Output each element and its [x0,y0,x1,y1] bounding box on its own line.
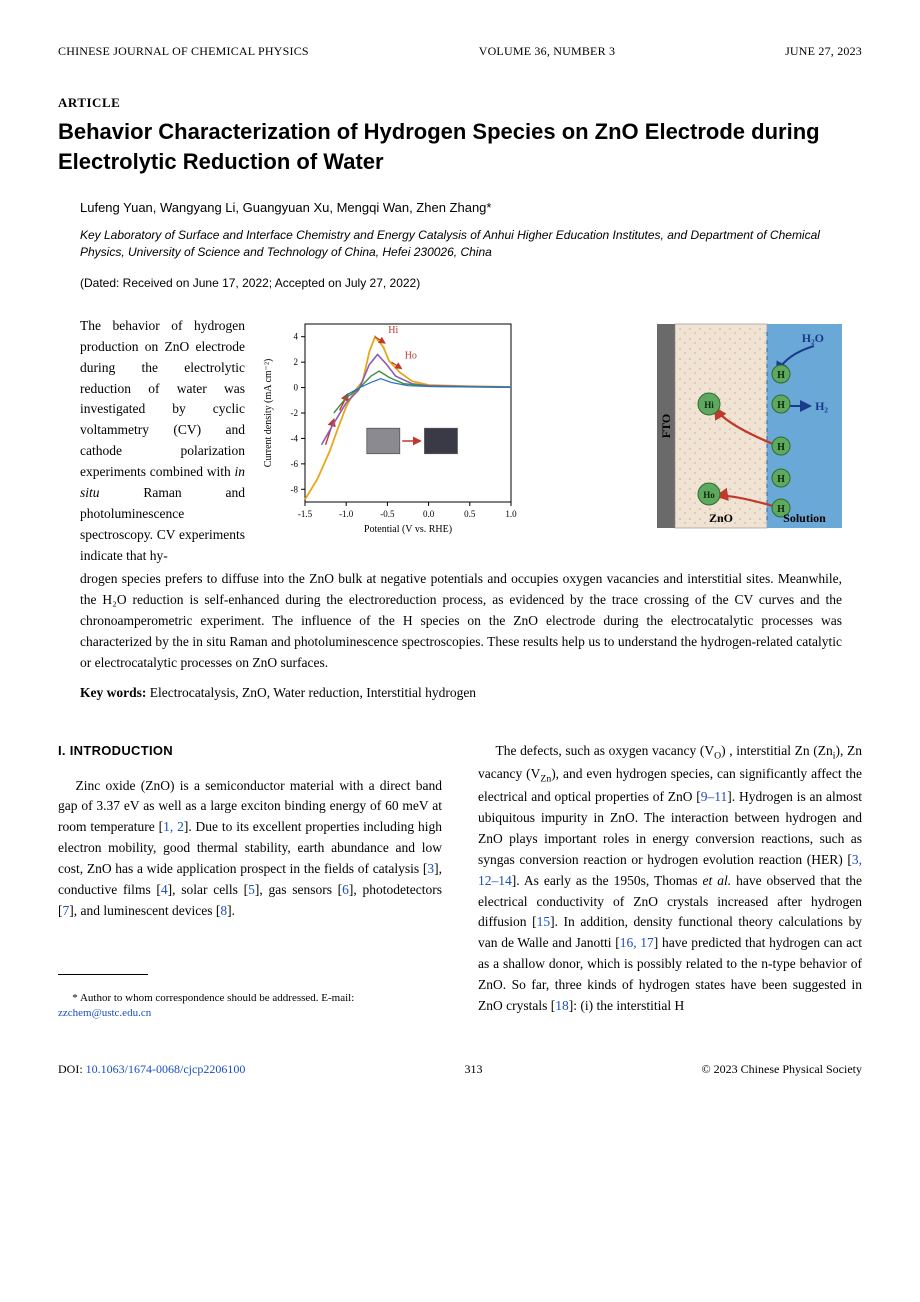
svg-text:-6: -6 [291,459,299,469]
svg-text:H: H [777,370,785,381]
svg-text:2: 2 [294,357,299,367]
page-number: 313 [464,1062,482,1077]
abstract-block: The behavior of hydrogen production on Z… [80,316,842,702]
paper-title: Behavior Characterization of Hydrogen Sp… [58,117,862,176]
abstract-body: drogen species prefers to diffuse into t… [80,569,842,674]
svg-text:0.0: 0.0 [423,509,435,519]
doi-label: DOI: [58,1062,86,1076]
svg-text:-4: -4 [291,433,299,443]
journal-header: CHINESE JOURNAL OF CHEMICAL PHYSICS VOLU… [58,44,862,59]
svg-text:Hi: Hi [704,400,714,410]
svg-text:H: H [777,474,785,485]
correspondence-email[interactable]: zzchem@ustc.edu.cn [58,1007,151,1019]
authors-list: Lufeng Yuan, Wangyang Li, Guangyuan Xu, … [80,200,862,215]
svg-text:Potential (V vs. RHE): Potential (V vs. RHE) [364,524,452,535]
introduction-section: I. INTRODUCTION Zinc oxide (ZnO) is a se… [58,741,862,1021]
intro-col1: Zinc oxide (ZnO) is a semiconductor mate… [58,776,442,922]
footnote-rule [58,974,148,975]
article-label: ARTICLE [58,95,862,111]
dated-line: (Dated: Received on June 17, 2022; Accep… [80,276,862,290]
keywords-label: Key words: [80,685,146,700]
left-column: I. INTRODUCTION Zinc oxide (ZnO) is a se… [58,741,442,1021]
svg-text:H: H [777,442,785,453]
correspondence-footnote: * Author to whom correspondence should b… [58,991,442,1022]
right-column: The defects, such as oxygen vacancy (VO)… [478,741,862,1021]
svg-text:-0.5: -0.5 [380,509,395,519]
svg-text:-1.5: -1.5 [298,509,313,519]
keywords-text: Electrocatalysis, ZnO, Water reduction, … [150,685,476,700]
journal-name: CHINESE JOURNAL OF CHEMICAL PHYSICS [58,44,309,59]
schematic-diagram: FTOH₂OH₂HiHoHHHHHZnOSolution [657,316,842,541]
section-heading: I. INTRODUCTION [58,741,442,761]
svg-text:Hi: Hi [388,325,398,336]
svg-text:-1.0: -1.0 [339,509,354,519]
doi: DOI: 10.1063/1674-0068/cjcp2206100 [58,1062,245,1077]
affiliation: Key Laboratory of Surface and Interface … [80,227,842,259]
doi-link[interactable]: 10.1063/1674-0068/cjcp2206100 [86,1062,246,1076]
svg-text:H₂: H₂ [815,399,828,413]
svg-text:Solution: Solution [783,511,826,525]
publication-date: JUNE 27, 2023 [785,44,862,59]
svg-text:H: H [777,400,785,411]
svg-text:ZnO: ZnO [709,511,733,525]
copyright: © 2023 Chinese Physical Society [702,1062,862,1077]
svg-text:4: 4 [294,331,299,341]
svg-text:-2: -2 [291,408,299,418]
cv-chart: -1.5 -1.0 -0.5 0.0 0.5 1.0 -8 -6 -4 -2 0 2 4 Potentia… [259,316,643,541]
abstract-left-text: The behavior of hydrogen production on Z… [80,316,245,567]
svg-text:Ho: Ho [405,350,417,361]
svg-text:0.5: 0.5 [464,509,476,519]
svg-text:H₂O: H₂O [802,331,824,345]
svg-text:1.0: 1.0 [505,509,517,519]
keywords: Key words: Electrocatalysis, ZnO, Water … [80,685,842,701]
page-footer: DOI: 10.1063/1674-0068/cjcp2206100 313 ©… [58,1062,862,1077]
volume-number: VOLUME 36, NUMBER 3 [479,44,615,59]
intro-col2: The defects, such as oxygen vacancy (VO)… [478,741,862,1017]
svg-text:-8: -8 [291,484,299,494]
svg-text:FTO: FTO [659,414,673,438]
svg-text:0: 0 [294,382,299,392]
footnote-text: * Author to whom correspondence should b… [72,992,354,1004]
svg-text:Ho: Ho [703,490,715,500]
svg-text:Current density (mA cm⁻²): Current density (mA cm⁻²) [263,358,274,467]
